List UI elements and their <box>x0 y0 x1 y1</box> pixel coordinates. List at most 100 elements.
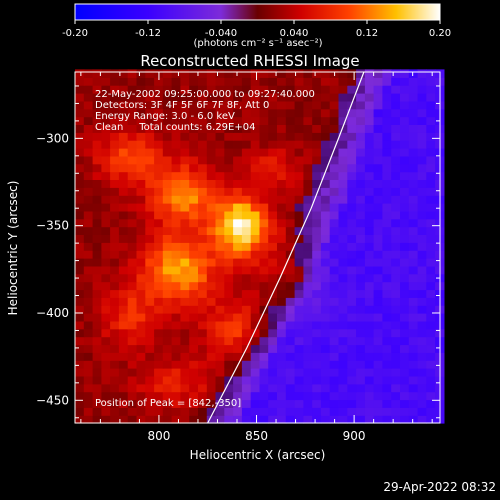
heatmap-cell <box>382 344 392 353</box>
heatmap-cell <box>356 100 366 110</box>
heatmap-cell <box>233 195 243 204</box>
heatmap-cell <box>118 273 129 283</box>
heatmap-cell <box>83 399 94 408</box>
heatmap-cell <box>364 85 375 94</box>
plot-axes: 800 850 900−300−350−400−450 <box>36 71 441 443</box>
heatmap-cell <box>400 234 410 243</box>
heatmap-cell <box>110 218 120 228</box>
heatmap-cell <box>329 407 340 416</box>
heatmap-cell <box>400 415 410 424</box>
heatmap-cell <box>294 203 304 212</box>
heatmap-cell <box>320 281 331 291</box>
heatmap-cell <box>83 328 94 338</box>
heatmap-cell <box>180 85 190 94</box>
heatmap-cell <box>329 93 340 102</box>
heatmap-cell <box>391 124 401 133</box>
heatmap-cell <box>180 218 190 228</box>
heatmap-cell <box>136 69 146 78</box>
heatmap-cell <box>347 171 357 180</box>
heatmap-cell <box>391 415 401 424</box>
heatmap-cell <box>268 415 278 424</box>
heatmap-cell <box>285 415 296 424</box>
heatmap-cell <box>338 305 348 314</box>
heatmap-cell <box>391 407 401 416</box>
heatmap-cell <box>391 234 401 243</box>
heatmap-cell <box>198 281 208 291</box>
heatmap-cell <box>294 100 304 110</box>
heatmap-cell <box>312 140 322 149</box>
heatmap-cell <box>303 297 313 306</box>
heatmap-cell <box>206 85 217 94</box>
heatmap-cell <box>118 328 129 338</box>
annotation-clean: Clean Total counts: 6.29E+04 <box>95 122 256 133</box>
heatmap-cell <box>136 226 146 235</box>
heatmap-cell <box>259 399 269 408</box>
heatmap-cell <box>145 163 155 173</box>
heatmap-cell <box>364 281 375 291</box>
heatmap-cell <box>312 320 322 330</box>
heatmap-cell <box>171 234 181 243</box>
heatmap-cell <box>347 344 357 353</box>
heatmap-cell <box>180 179 190 188</box>
heatmap-cell <box>180 155 190 165</box>
heatmap-cell <box>320 93 331 102</box>
heatmap-cell <box>294 195 304 204</box>
heatmap-cell <box>241 226 252 235</box>
heatmap-cell <box>145 415 155 424</box>
heatmap-cell <box>118 242 129 251</box>
heatmap-cell <box>145 368 155 377</box>
heatmap-cell <box>154 250 164 259</box>
heatmap-cell <box>198 383 208 393</box>
heatmap-cell <box>241 305 252 314</box>
heatmap-cell <box>391 226 401 235</box>
heatmap-cell <box>110 148 120 157</box>
heatmap-cell <box>426 258 436 267</box>
heatmap-cell <box>162 360 173 369</box>
heatmap-cell <box>145 100 155 110</box>
heatmap-cell <box>241 171 252 180</box>
heatmap-cell <box>136 124 146 133</box>
heatmap-cell <box>145 171 155 180</box>
heatmap-cell <box>391 171 401 180</box>
heatmap-cell <box>206 360 217 369</box>
heatmap-cell <box>110 407 120 416</box>
heatmap-cell <box>373 187 383 196</box>
heatmap-cell <box>92 203 102 212</box>
heatmap-cell <box>110 328 120 338</box>
heatmap-cell <box>426 163 436 173</box>
heatmap-cell <box>417 155 427 165</box>
heatmap-cell <box>303 281 313 291</box>
heatmap-cell <box>320 77 331 86</box>
heatmap-cell <box>83 320 94 330</box>
heatmap-cell <box>320 391 331 401</box>
heatmap-cell <box>250 352 261 361</box>
heatmap-cell <box>338 336 348 346</box>
heatmap-cell <box>224 218 234 228</box>
heatmap-cell <box>268 281 278 291</box>
heatmap-cell <box>312 77 322 86</box>
heatmap-cell <box>347 336 357 346</box>
heatmap-cell <box>101 69 111 78</box>
heatmap-cell <box>303 93 313 102</box>
heatmap-cell <box>162 273 173 283</box>
heatmap-cell <box>285 93 296 102</box>
heatmap-cell <box>329 344 340 353</box>
heatmap-cell <box>154 313 164 322</box>
heatmap-cell <box>250 399 261 408</box>
heatmap-cell <box>162 171 173 180</box>
heatmap-cell <box>136 352 146 361</box>
heatmap-cell <box>285 218 296 228</box>
heatmap-cell <box>373 85 383 94</box>
heatmap-cell <box>329 116 340 125</box>
heatmap-cell <box>171 100 181 110</box>
heatmap-cell <box>268 242 278 251</box>
heatmap-cell <box>101 328 111 338</box>
heatmap-cell <box>215 265 225 275</box>
heatmap-cell <box>338 124 348 133</box>
heatmap-cell <box>92 148 102 157</box>
heatmap-cell <box>83 179 94 188</box>
heatmap-cell <box>382 320 392 330</box>
heatmap-cell <box>400 336 410 346</box>
heatmap-cell <box>294 328 304 338</box>
heatmap-cell <box>294 383 304 393</box>
